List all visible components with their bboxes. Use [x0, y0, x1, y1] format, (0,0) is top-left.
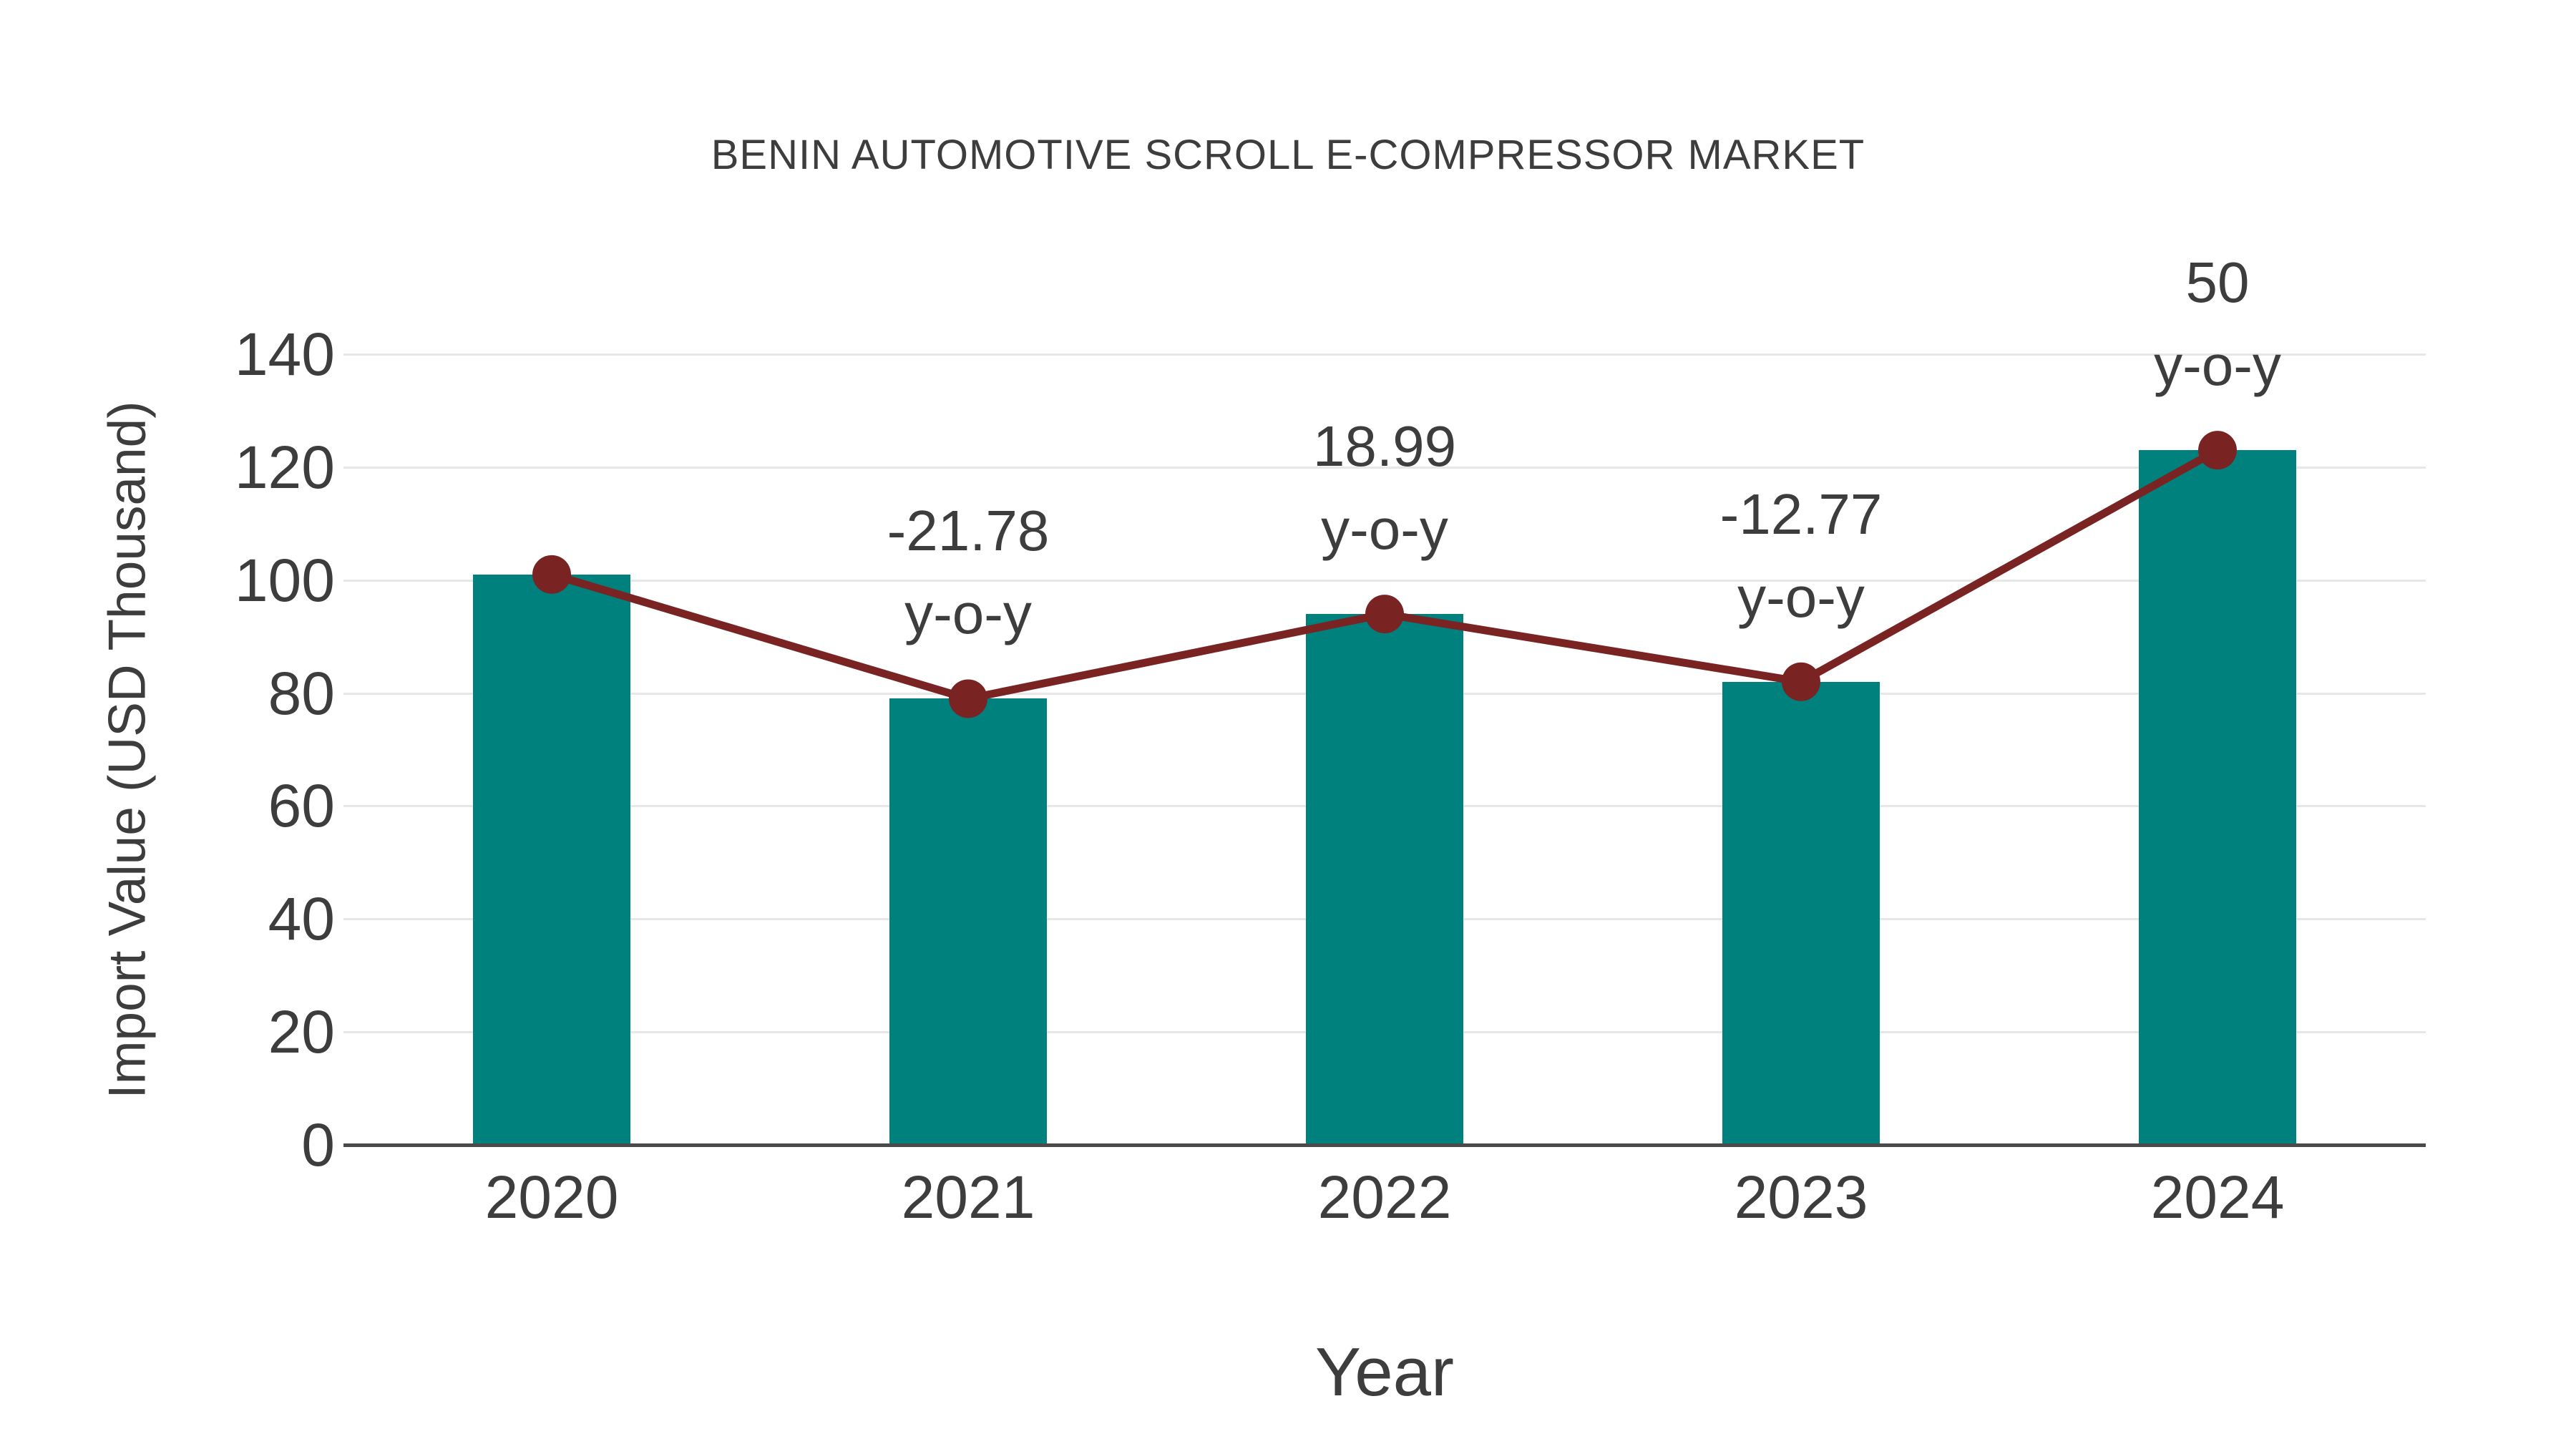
y-tick-label-40: 40: [268, 885, 335, 953]
annotation-suffix: y-o-y: [904, 582, 1032, 646]
y-tick-label-140: 140: [234, 321, 335, 388]
x-tick-label-2022: 2022: [1317, 1163, 1452, 1231]
line-series: [532, 431, 2237, 718]
x-tick-label-2021: 2021: [901, 1163, 1035, 1231]
annotation-suffix: y-o-y: [2154, 333, 2281, 398]
annotation-value: -12.77: [1719, 482, 1883, 546]
annotation-value: 18.99: [1312, 414, 1457, 479]
annotation-suffix: y-o-y: [1737, 565, 1865, 629]
annotation-suffix: y-o-y: [1321, 497, 1448, 562]
y-tick-label-120: 120: [234, 433, 335, 501]
y-axis-title: Import Value (USD Thousand): [98, 401, 157, 1099]
y-tick-label-80: 80: [268, 659, 335, 727]
annotation-value: -21.78: [887, 499, 1050, 563]
data-point-2021: [949, 679, 987, 718]
data-point-2023: [1782, 662, 1820, 701]
data-point-2020: [532, 555, 571, 594]
annotation-2022: 18.99 y-o-y: [1134, 405, 1635, 571]
x-tick-label-2023: 2023: [1734, 1163, 1868, 1231]
plot-area: [343, 353, 2426, 1147]
bar-2023: [1722, 681, 1880, 1145]
x-axis-line: [343, 1143, 2426, 1147]
data-point-2024: [2198, 431, 2237, 470]
bar-2020: [473, 574, 630, 1145]
annotation-value: 50: [2185, 250, 2250, 315]
bar-2022: [1306, 614, 1463, 1145]
gridline-140: [343, 353, 2426, 356]
gridline-100: [343, 579, 2426, 582]
y-tick-label-20: 20: [268, 998, 335, 1066]
gridline-120: [343, 466, 2426, 469]
x-tick-label-2020: 2020: [484, 1163, 619, 1231]
y-tick-label-100: 100: [234, 546, 335, 614]
bar-2021: [889, 698, 1047, 1145]
x-tick-label-2024: 2024: [2150, 1163, 2285, 1231]
data-point-2022: [1365, 595, 1404, 634]
bar-2024: [2139, 450, 2296, 1145]
y-tick-label-0: 0: [301, 1111, 335, 1179]
annotation-2023: -12.77 y-o-y: [1551, 473, 2051, 639]
annotation-2024: 50 y-o-y: [1967, 241, 2468, 407]
chart-title: BENIN AUTOMOTIVE SCROLL E-COMPRESSOR MAR…: [711, 132, 1865, 178]
annotation-2021: -21.78 y-o-y: [718, 489, 1219, 655]
x-axis-title: Year: [1315, 1334, 1454, 1410]
y-tick-label-60: 60: [268, 772, 335, 840]
